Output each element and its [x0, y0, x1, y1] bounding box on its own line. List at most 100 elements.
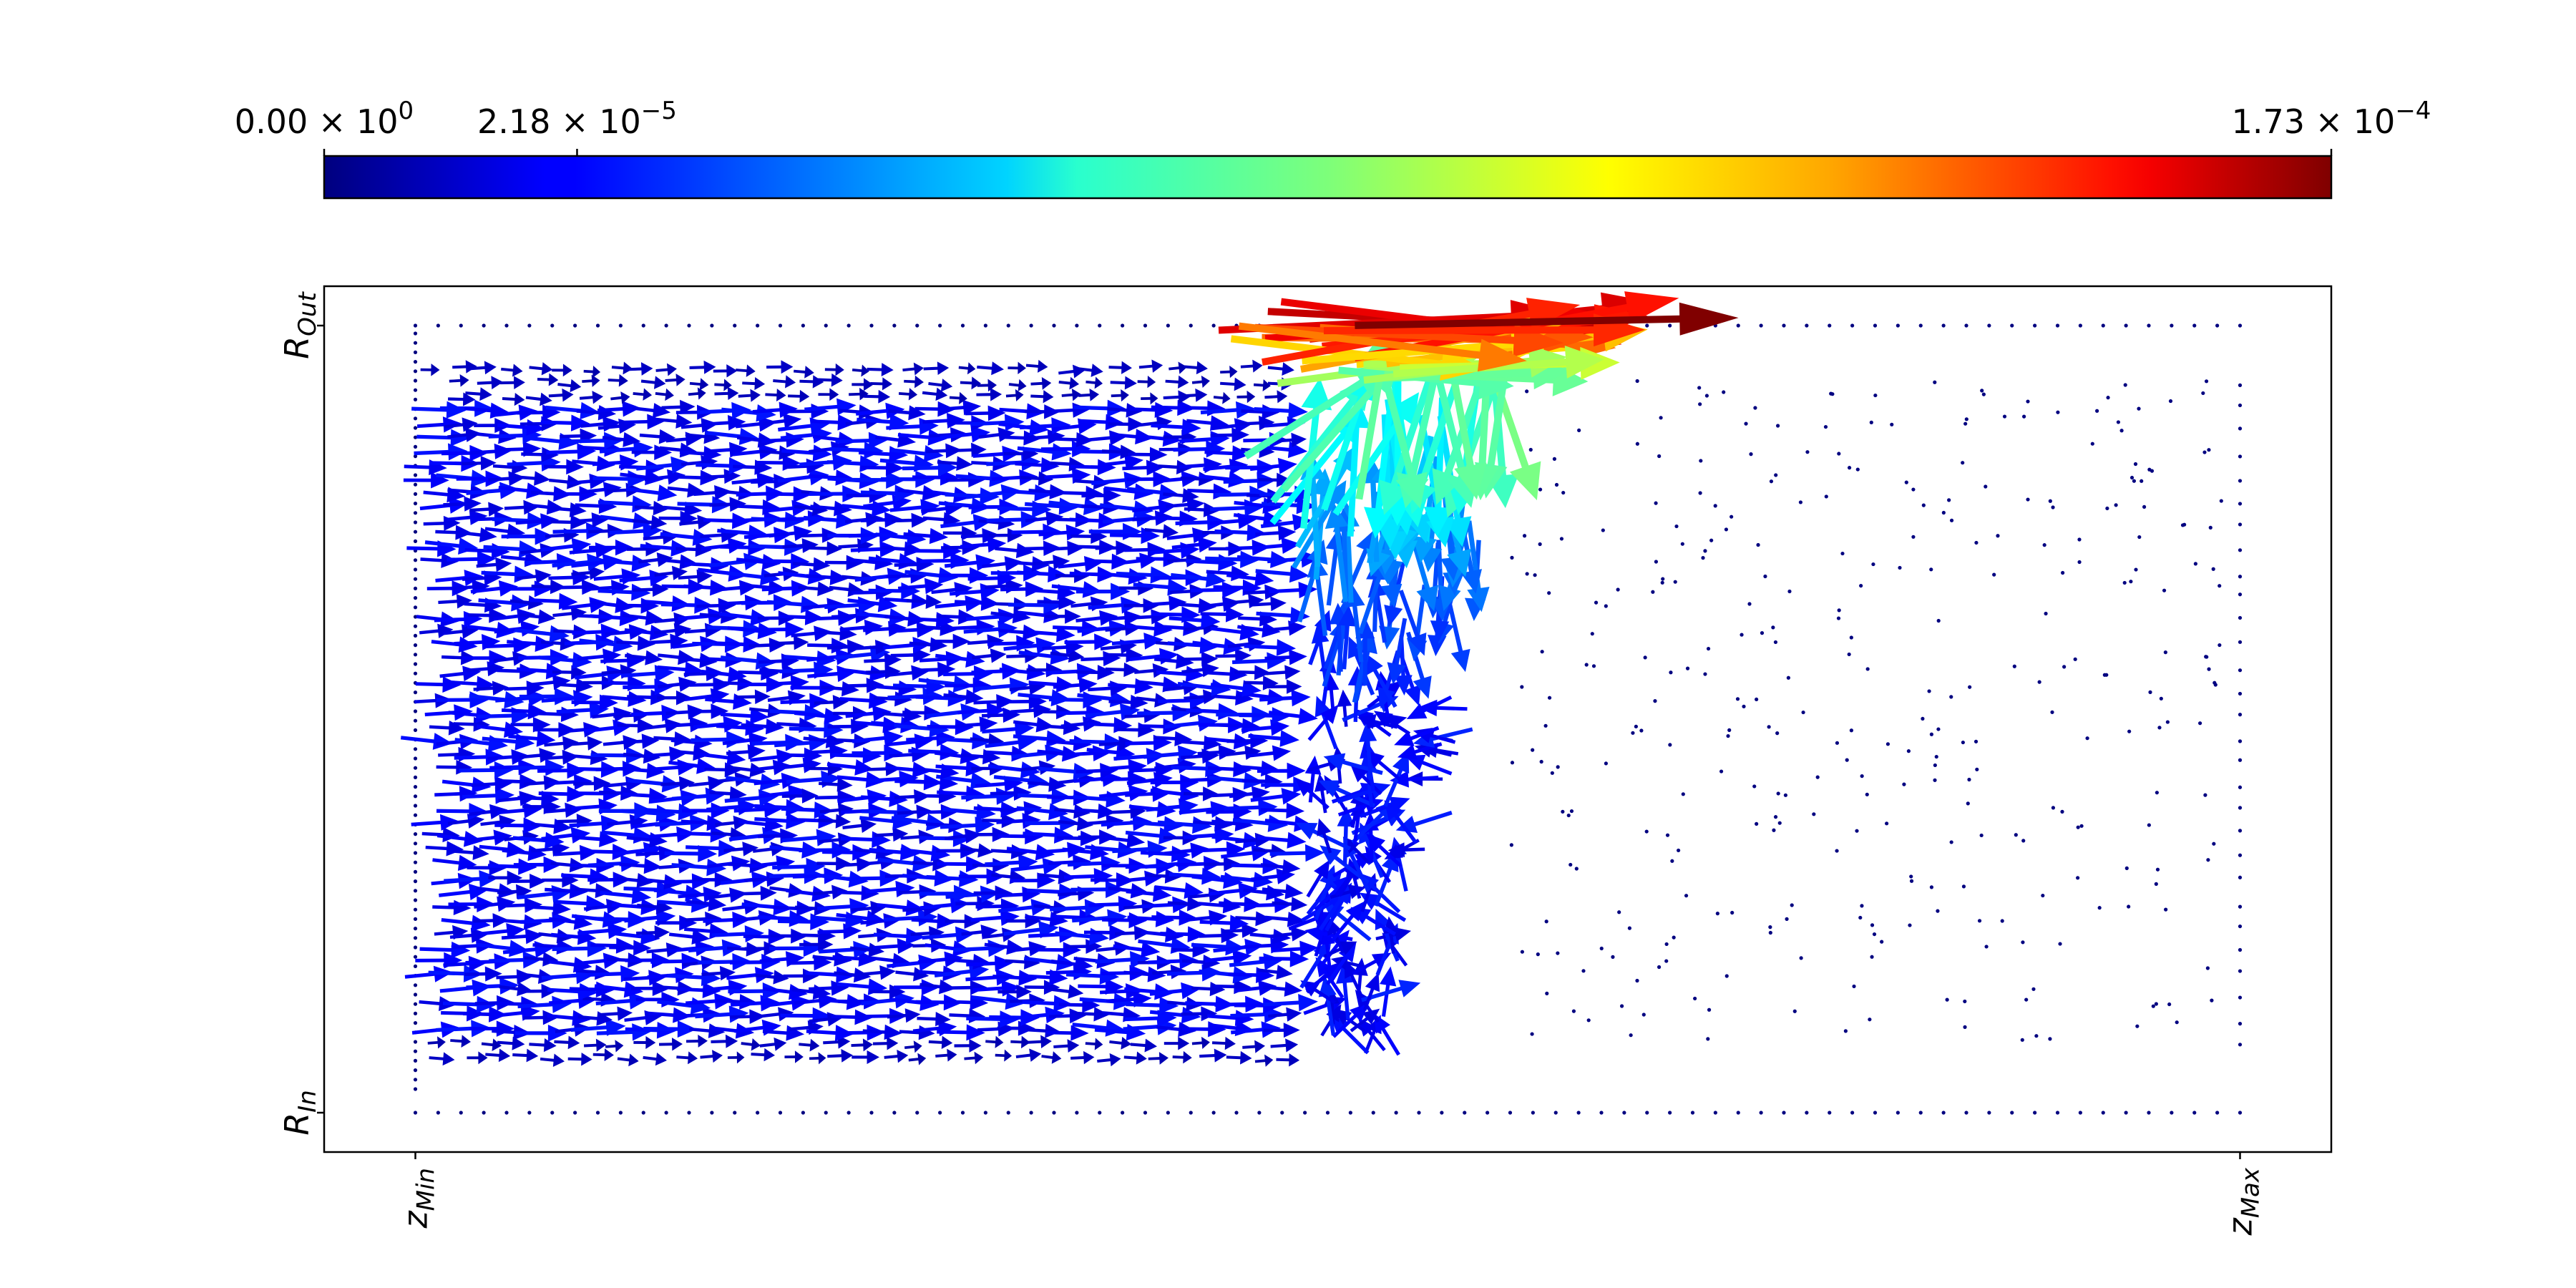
vector-arrow	[1405, 754, 1453, 776]
vector-arrow	[736, 432, 776, 448]
vector-arrow	[1205, 550, 1260, 568]
vector-arrow	[463, 1006, 507, 1023]
vector-point	[2164, 907, 2168, 912]
vector-arrow	[441, 444, 489, 462]
vector-point	[801, 323, 805, 328]
vector-arrow	[526, 499, 565, 515]
vector-arrow	[1028, 625, 1075, 643]
vector-point	[1709, 538, 1714, 542]
vector-point	[1697, 386, 1702, 390]
vector-arrow	[725, 773, 781, 791]
vector-point	[1680, 542, 1684, 546]
vector-arrow	[414, 693, 452, 708]
vector-point	[1805, 1111, 1809, 1115]
vector-arrow	[588, 523, 624, 539]
vector-arrow	[937, 1024, 985, 1041]
vector-arrow	[449, 374, 469, 387]
vector-arrow	[459, 527, 497, 543]
vector-point	[1792, 1009, 1797, 1013]
vector-arrow	[492, 1024, 532, 1040]
vector-arrow	[520, 912, 572, 930]
vector-arrow	[808, 541, 842, 556]
vector-point	[1949, 695, 1953, 699]
vector-point	[1885, 742, 1890, 746]
vector-arrow	[1299, 452, 1326, 567]
vector-point	[2238, 969, 2243, 973]
vector-point	[1528, 447, 1533, 452]
vector-arrow	[1317, 818, 1332, 854]
vector-point	[413, 1021, 418, 1025]
vector-point	[2219, 499, 2223, 503]
vector-arrow	[597, 401, 641, 417]
vector-point	[1873, 1111, 1878, 1115]
vector-point	[1121, 1111, 1125, 1115]
vector-arrow	[1244, 639, 1297, 656]
vector-arrow	[592, 706, 633, 723]
vector-point	[1643, 655, 1647, 660]
vector-arrow	[1091, 472, 1144, 489]
vector-point	[1906, 749, 1911, 753]
vector-point	[2056, 410, 2060, 414]
vector-arrow	[645, 803, 698, 821]
vector-arrow	[688, 387, 706, 400]
vector-arrow	[1163, 842, 1209, 859]
vector-arrow	[1204, 949, 1252, 966]
vector-arrow	[699, 608, 739, 624]
vector-arrow	[741, 718, 784, 735]
vector-point	[1852, 984, 1856, 989]
vector-arrow	[515, 513, 560, 530]
vector-arrow	[473, 680, 509, 696]
vector-arrow	[802, 597, 846, 614]
vector-arrow	[826, 639, 864, 655]
vector-arrow	[822, 844, 872, 861]
vector-arrow	[1124, 983, 1174, 1000]
vector-point	[2238, 691, 2243, 696]
vector-arrow	[1254, 402, 1308, 420]
vector-arrow	[489, 951, 542, 969]
vector-arrow	[836, 771, 885, 789]
vector-point	[413, 492, 418, 497]
vector-arrow	[972, 445, 1022, 462]
vector-arrow	[765, 486, 812, 503]
vector-arrow	[936, 609, 977, 625]
vector-arrow	[1027, 1035, 1052, 1048]
vector-arrow	[778, 567, 828, 585]
vector-point	[1987, 323, 1991, 328]
vector-arrow	[816, 870, 869, 888]
vector-arrow	[852, 364, 869, 377]
vector-point	[1724, 974, 1729, 978]
vector-arrow	[1405, 363, 1589, 396]
vector-point	[1904, 480, 1908, 484]
vector-arrow	[1263, 981, 1303, 997]
vector-arrow	[1306, 859, 1330, 898]
vector-point	[2204, 655, 2208, 659]
vector-arrow	[1262, 883, 1304, 899]
vector-arrow	[799, 937, 834, 952]
vector-arrow	[935, 759, 985, 777]
vector-point	[1929, 567, 1933, 572]
vector-arrow	[1191, 1036, 1210, 1050]
vector-arrow	[1237, 622, 1281, 638]
vector-point	[413, 1078, 418, 1082]
vector-point	[1508, 1111, 1513, 1115]
vector-arrow	[522, 1010, 560, 1025]
vector-point	[1627, 926, 1632, 930]
vector-arrow	[570, 761, 620, 779]
vector-arrow	[1126, 996, 1179, 1014]
vector-point	[641, 323, 645, 328]
vector-arrow	[1257, 965, 1293, 980]
vector-point	[2041, 893, 2045, 898]
vector-arrow	[940, 514, 993, 532]
vector-arrow	[753, 772, 801, 789]
vector-point	[2238, 454, 2243, 459]
vector-arrow	[992, 970, 1038, 986]
vector-arrow	[441, 650, 477, 665]
vector-point	[413, 851, 418, 855]
vector-arrow	[877, 899, 925, 917]
vector-point	[2238, 615, 2243, 620]
vector-arrow	[809, 1052, 826, 1065]
vector-arrow	[548, 388, 574, 402]
vector-arrow	[1239, 688, 1287, 706]
vector-point	[1576, 1111, 1581, 1115]
vector-arrow	[1105, 662, 1139, 678]
